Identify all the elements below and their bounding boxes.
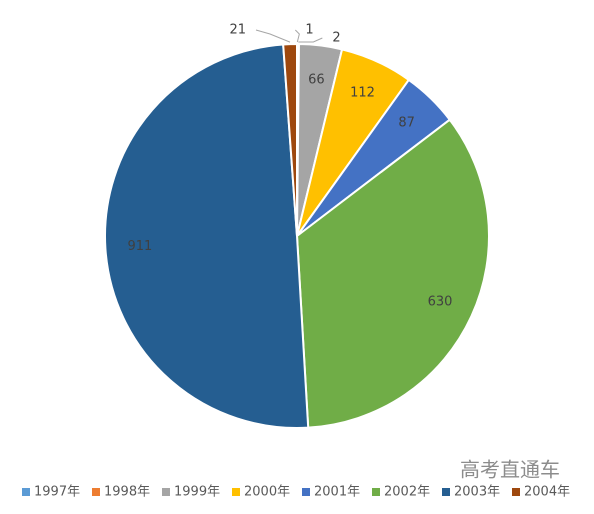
leader-line [298, 37, 323, 43]
legend-label: 1998年 [104, 485, 150, 500]
data-label: 66 [308, 72, 325, 87]
legend-swatch [92, 488, 100, 496]
legend-swatch [162, 488, 170, 496]
data-label: 112 [350, 85, 375, 100]
legend-label: 1999年 [174, 485, 220, 500]
data-label: 87 [398, 116, 415, 131]
pie-slice [282, 42, 298, 237]
legend-label: 1997年 [34, 485, 80, 500]
legend-swatch [372, 488, 380, 496]
legend-label: 2004年 [524, 485, 570, 500]
data-label: 630 [428, 294, 453, 309]
data-label: 911 [127, 239, 152, 254]
legend-swatch [442, 488, 450, 496]
legend-swatch [22, 488, 30, 496]
leader-line [294, 29, 300, 43]
legend-swatch [302, 488, 310, 496]
watermark: 高考直通车 [460, 458, 560, 482]
legend-label: 2000年 [244, 485, 290, 500]
legend-label: 2002年 [384, 485, 430, 500]
data-label: 21 [229, 23, 246, 38]
pie-slice [104, 43, 310, 429]
legend-label: 2003年 [454, 485, 500, 500]
data-label: 2 [332, 31, 340, 46]
legend-swatch [512, 488, 520, 496]
legend-swatch [232, 488, 240, 496]
leader-line [255, 29, 291, 43]
pie-slice [295, 118, 490, 429]
data-label: 1 [305, 23, 313, 38]
legend-label: 2001年 [314, 485, 360, 500]
